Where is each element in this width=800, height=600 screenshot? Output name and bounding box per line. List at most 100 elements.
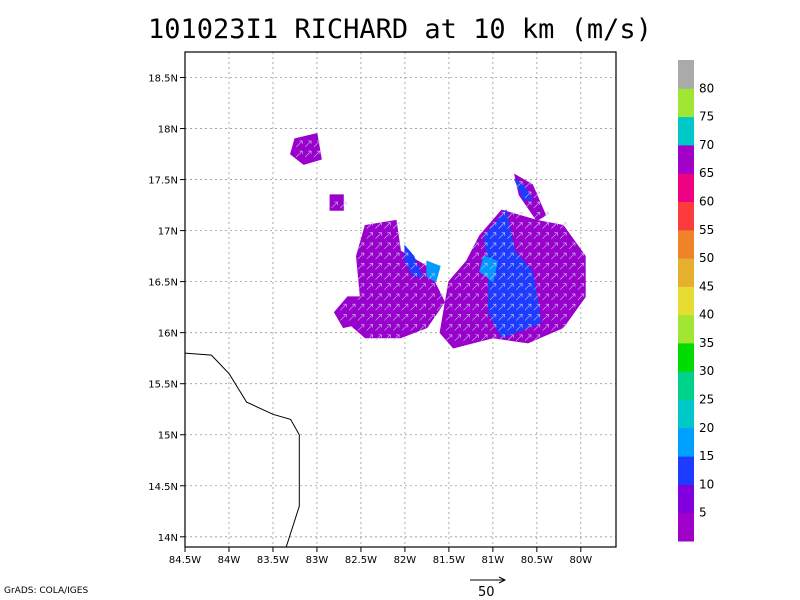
wind-arrow	[533, 242, 541, 250]
wind-arrow	[542, 252, 549, 260]
wind-arrow	[498, 324, 505, 331]
wind-arrow	[340, 314, 347, 321]
wind-arrow	[515, 212, 523, 219]
colorbar-swatch	[678, 399, 694, 429]
wind-arrow	[559, 232, 567, 239]
wind-arrow	[392, 303, 400, 311]
wind-arrow	[366, 334, 373, 342]
wind-arrow	[524, 273, 532, 280]
colorbar-label: 20	[699, 421, 714, 435]
wind-arrow	[454, 324, 461, 331]
wind-arrow	[454, 273, 461, 280]
wind-arrow	[472, 242, 479, 250]
colorbar-swatch	[678, 258, 694, 287]
wind-arrow	[331, 201, 338, 209]
colorbar-swatch	[678, 456, 694, 485]
wind-arrow	[489, 303, 497, 311]
wind-arrow	[533, 324, 541, 331]
wind-arrow	[524, 242, 532, 250]
wind-arrow	[568, 242, 576, 250]
wind-arrow	[524, 324, 532, 331]
colorbar-swatch	[678, 371, 694, 400]
wind-arrow	[507, 334, 514, 342]
wind-arrow	[375, 314, 382, 321]
wind-arrow	[489, 242, 497, 250]
colorbar-swatch	[678, 512, 694, 542]
wind-arrow	[392, 273, 400, 280]
lat-tick-label: 18N	[158, 125, 178, 136]
wind-arrow	[524, 314, 532, 321]
wind-arrow	[507, 324, 514, 331]
wind-arrow	[375, 242, 382, 250]
wind-arrow	[401, 263, 409, 270]
wind-arrow	[472, 273, 479, 280]
wind-arrow	[357, 252, 365, 260]
wind-arrow	[551, 263, 558, 270]
wind-arrow	[498, 232, 505, 239]
wind-arrow	[507, 293, 514, 301]
colorbar-label: 25	[699, 393, 714, 407]
colorbar-label: 65	[699, 166, 714, 180]
wind-arrow	[392, 242, 400, 250]
wind-arrow	[524, 191, 532, 199]
wind-arrow	[410, 263, 417, 270]
wind-arrow	[515, 232, 523, 239]
wind-arrow	[366, 252, 373, 260]
wind-arrow	[375, 293, 382, 301]
wind-arrow	[304, 140, 312, 148]
wind-arrow	[348, 303, 356, 311]
wind-arrow	[542, 212, 549, 219]
colorbar-label: 35	[699, 336, 714, 350]
wind-arrow	[515, 181, 523, 188]
wind-arrow	[375, 252, 382, 260]
colorbar-swatch	[678, 286, 694, 316]
colorbar-swatch	[678, 60, 694, 89]
wind-arrow	[480, 263, 488, 270]
wind-arrow	[445, 334, 453, 342]
lon-tick-label: 80W	[570, 555, 593, 566]
colorbar-swatch	[678, 314, 694, 344]
wind-arrow	[428, 273, 435, 280]
wind-arrow	[428, 293, 435, 301]
wind-arrow	[533, 222, 541, 229]
wind-arrow	[480, 283, 488, 290]
wind-arrow	[401, 273, 409, 280]
latitude-ticks: 18.5N 18N 17.5N 17N 16.5N 16N 15.5N 15N 14.5N 14N	[148, 74, 185, 544]
colorbar-label: 5	[699, 506, 707, 520]
wind-arrow	[489, 283, 497, 290]
colorbar-swatch	[678, 201, 694, 231]
wind-region-west-core-15	[426, 260, 441, 283]
wind-arrow	[498, 283, 505, 290]
wind-arrow	[436, 303, 444, 311]
wind-arrow	[463, 314, 470, 321]
wind-arrow	[559, 314, 567, 321]
lat-tick-label: 15.5N	[148, 380, 178, 391]
wind-arrow	[384, 283, 391, 290]
wind-arrow	[533, 263, 541, 270]
wind-arrow	[384, 273, 391, 280]
wind-arrow	[472, 314, 479, 321]
wind-arrow	[357, 273, 365, 280]
lat-tick-label: 17.5N	[148, 176, 178, 187]
wind-arrow	[419, 273, 426, 280]
colorbar-label: 60	[699, 195, 714, 209]
wind-arrow	[498, 252, 505, 260]
wind-arrow	[401, 314, 409, 321]
wind-arrow	[515, 324, 523, 331]
wind-arrow	[551, 303, 558, 311]
reference-vector-label: 50	[478, 585, 495, 600]
wind-arrow	[559, 242, 567, 250]
wind-arrow	[533, 232, 541, 239]
wind-arrow	[313, 140, 321, 148]
colorbar-swatch	[678, 144, 694, 174]
wind-arrow	[454, 303, 461, 311]
lat-tick-label: 16.5N	[148, 278, 178, 289]
wind-arrow	[340, 201, 347, 209]
colorbar-label: 40	[699, 308, 714, 322]
lon-tick-label: 82W	[394, 555, 417, 566]
lat-tick-label: 14N	[158, 533, 178, 544]
wind-arrow	[445, 324, 453, 331]
wind-arrow	[551, 222, 558, 229]
wind-arrow	[524, 303, 532, 311]
